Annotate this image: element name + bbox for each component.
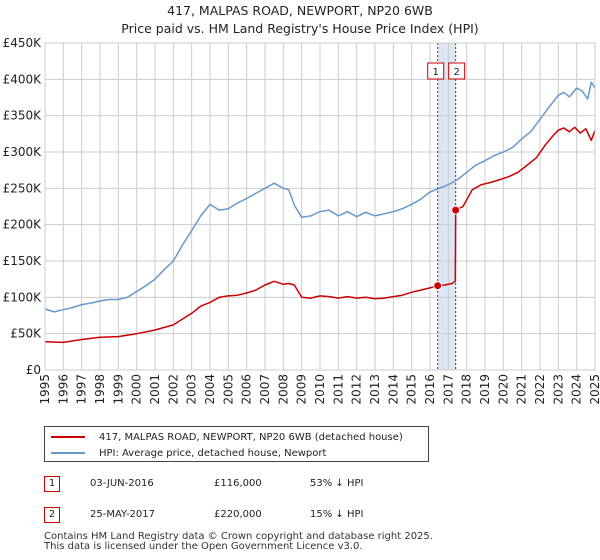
x-tick-label: 2014 (386, 374, 400, 405)
transaction-price: £116,000 (214, 478, 262, 489)
plot-frame (44, 42, 596, 371)
table-row: 2 25-MAY-2017 £220,000 15% ↓ HPI (44, 507, 464, 527)
table-row: 1 03-JUN-2016 £116,000 53% ↓ HPI (44, 476, 464, 496)
x-tick-label: 2003 (185, 374, 199, 405)
y-tick-label: £300K (3, 145, 43, 159)
x-tick-label: 2008 (276, 374, 290, 405)
footer-line-2: This data is licensed under the Open Gov… (44, 541, 363, 552)
title-line-1: 417, MALPAS ROAD, NEWPORT, NP20 6WB (167, 3, 433, 18)
sale-period-shade (437, 43, 456, 370)
footer-line-1: Contains HM Land Registry data © Crown c… (44, 531, 433, 542)
x-tick-label: 2016 (423, 374, 437, 405)
x-tick-label: 2017 (441, 374, 455, 405)
sale-badge: 2 (448, 62, 466, 80)
x-tick-label: 2001 (148, 374, 162, 405)
x-tick-label: 1997 (75, 374, 89, 405)
y-tick-label: £250K (3, 181, 43, 195)
price-chart: £0 £50K £100K £150K £200K £250K £300K £350K £400… (3, 36, 600, 405)
y-tick-label: £50K (10, 327, 42, 341)
legend: 417, MALPAS ROAD, NEWPORT, NP20 6WB (det… (44, 426, 429, 462)
x-tick-label: 2007 (258, 374, 272, 405)
chart-title: 417, MALPAS ROAD, NEWPORT, NP20 6WB Pric… (0, 2, 600, 38)
x-tick-label: 2023 (551, 374, 565, 405)
y-tick-label: £400K (3, 72, 43, 86)
legend-swatch-hpi (51, 452, 85, 454)
x-tick-label: 2020 (496, 374, 510, 405)
footer: Contains HM Land Registry data © Crown c… (44, 532, 433, 552)
sale-point-marker (451, 205, 461, 215)
x-tick-label: 2015 (405, 374, 419, 405)
transaction-hpi: 53% ↓ HPI (310, 478, 364, 489)
price-paid-line (44, 126, 596, 344)
y-tick-label: £350K (3, 109, 43, 123)
x-tick-label: 2025 (588, 374, 600, 405)
x-tick-label: 2019 (478, 374, 492, 405)
transaction-badge: 1 (44, 476, 60, 492)
legend-label-hpi: HPI: Average price, detached house, Newp… (99, 447, 327, 459)
x-tick-label: 2022 (533, 374, 547, 405)
x-tick-label: 1998 (93, 374, 107, 405)
transaction-date: 25-MAY-2017 (90, 509, 156, 520)
sale-badge-label: 1 (433, 67, 439, 78)
y-tick-label: £100K (3, 290, 43, 304)
x-tick-label: 2006 (240, 374, 254, 405)
x-tick-label: 2013 (368, 374, 382, 405)
legend-label-price: 417, MALPAS ROAD, NEWPORT, NP20 6WB (det… (99, 431, 403, 443)
legend-item-hpi: HPI: Average price, detached house, Newp… (51, 446, 326, 460)
x-tick-label: 2010 (313, 374, 327, 405)
sale-badge-box (427, 62, 445, 80)
x-tick-label: 2018 (460, 374, 474, 405)
y-tick-label: £200K (3, 218, 43, 232)
sale-point-marker (433, 281, 443, 291)
x-tick-label: 1999 (111, 374, 125, 405)
transaction-badge: 2 (44, 507, 60, 523)
title-line-2: Price paid vs. HM Land Registry's House … (121, 21, 479, 36)
x-tick-label: 2000 (130, 374, 144, 405)
x-tick-label: 2005 (221, 374, 235, 405)
transaction-date: 03-JUN-2016 (90, 478, 154, 489)
x-tick-label: 2012 (350, 374, 364, 405)
x-tick-label: 2011 (331, 374, 345, 405)
x-tick-label: 2004 (203, 374, 217, 405)
y-tick-label: £150K (3, 254, 43, 268)
transaction-hpi: 15% ↓ HPI (310, 509, 364, 520)
sale-badge-label: 2 (453, 67, 459, 78)
x-tick-label: 2021 (515, 374, 529, 405)
x-tick-label: 2009 (295, 374, 309, 405)
y-tick-label: £450K (3, 36, 43, 50)
legend-item-price: 417, MALPAS ROAD, NEWPORT, NP20 6WB (det… (51, 430, 403, 444)
x-tick-label: 1996 (56, 374, 70, 405)
transaction-price: £220,000 (214, 509, 262, 520)
x-tick-label: 1995 (38, 374, 52, 405)
x-tick-label: 2002 (166, 374, 180, 405)
y-tick-label: £0 (26, 363, 41, 377)
sale-badge-box (448, 62, 466, 80)
legend-swatch-price (51, 436, 85, 438)
hpi-line (44, 81, 596, 313)
sale-badge: 1 (427, 62, 445, 80)
x-tick-label: 2024 (570, 374, 584, 405)
